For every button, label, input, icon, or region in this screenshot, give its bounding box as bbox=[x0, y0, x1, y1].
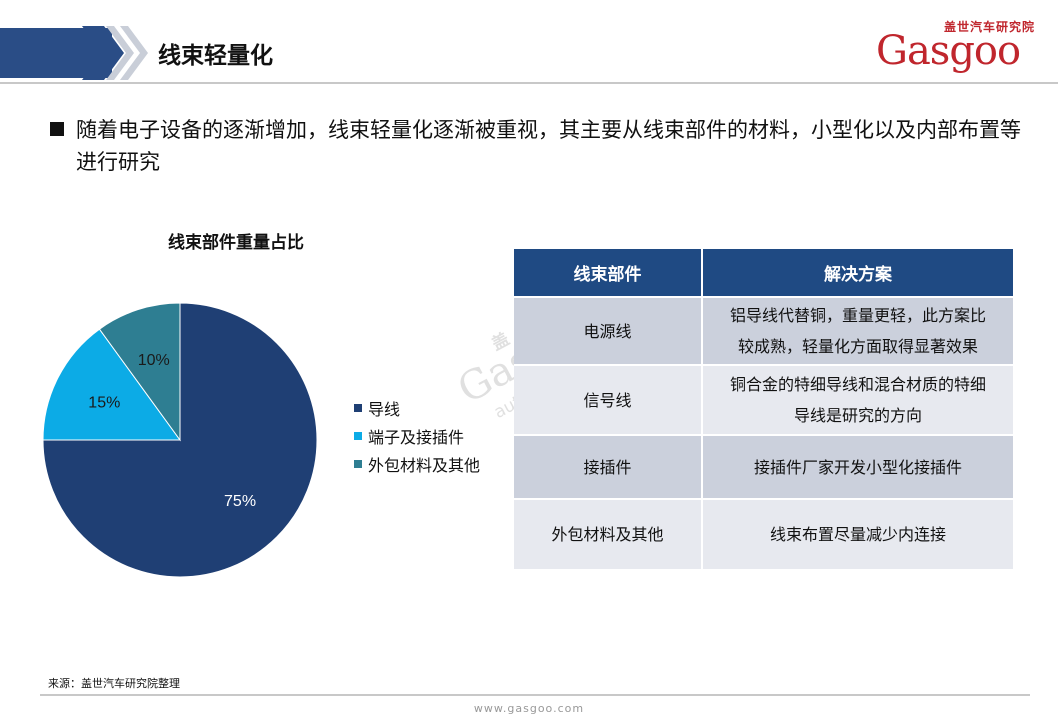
table-cell-solution: 铜合金的特细导线和混合材质的特细 导线是研究的方向 bbox=[702, 364, 1013, 435]
square-bullet-icon bbox=[50, 122, 64, 136]
pie-label-2: 10% bbox=[138, 352, 170, 369]
table-header-solution: 解决方案 bbox=[702, 249, 1013, 297]
chart-title: 线束部件重量占比 bbox=[168, 233, 304, 253]
source-note: 来源：盖世汽车研究院整理 bbox=[48, 677, 180, 690]
pie-label-0: 75% bbox=[224, 493, 256, 510]
gasgoo-logo: 盖世汽车研究院 Gasgoo bbox=[870, 18, 1045, 82]
legend-item-1: 端子及接插件 bbox=[354, 422, 480, 450]
legend-label: 端子及接插件 bbox=[368, 428, 465, 447]
table-row: 信号线 铜合金的特细导线和混合材质的特细 导线是研究的方向 bbox=[514, 364, 1013, 435]
table-header-row: 线束部件 解决方案 bbox=[514, 249, 1013, 297]
table-cell-solution: 线束布置尽量减少内连接 bbox=[702, 498, 1013, 569]
pie-slice-1 bbox=[42, 328, 181, 441]
legend-swatch bbox=[354, 404, 362, 412]
legend-label: 外包材料及其他 bbox=[368, 456, 481, 475]
title-bar: 线束轻量化 bbox=[0, 22, 1058, 84]
table-cell-solution: 铝导线代替铜，重量更轻，此方案比 较成熟，轻量化方面取得显著效果 bbox=[702, 296, 1013, 365]
solution-line: 铝导线代替铜，重量更轻，此方案比 bbox=[729, 306, 986, 325]
legend-label: 导线 bbox=[368, 400, 401, 419]
page-title: 线束轻量化 bbox=[158, 43, 273, 69]
table-cell-part: 接插件 bbox=[514, 434, 703, 499]
solution-line: 铜合金的特细导线和混合材质的特细 bbox=[729, 375, 986, 394]
footer-divider bbox=[40, 694, 1030, 696]
table-cell-part: 电源线 bbox=[514, 296, 703, 365]
pie-label-1: 15% bbox=[88, 394, 120, 411]
legend-item-2: 外包材料及其他 bbox=[354, 450, 480, 478]
table-row: 电源线 铝导线代替铜，重量更轻，此方案比 较成熟，轻量化方面取得显著效果 bbox=[514, 296, 1013, 365]
legend-swatch bbox=[354, 432, 362, 440]
legend-item-0: 导线 bbox=[354, 394, 480, 422]
footer-url: www.gasgoo.com bbox=[473, 702, 585, 715]
pie-chart: 75% 15% 10% bbox=[42, 302, 318, 578]
legend-swatch bbox=[354, 460, 362, 468]
logo-cn-text: 盖世汽车研究院 bbox=[943, 20, 1035, 34]
table-cell-solution: 接插件厂家开发小型化接插件 bbox=[702, 434, 1013, 499]
solution-line: 较成熟，轻量化方面取得显著效果 bbox=[737, 337, 978, 356]
title-divider bbox=[0, 82, 1058, 84]
solution-line: 导线是研究的方向 bbox=[793, 406, 922, 425]
solution-line: 线束布置尽量减少内连接 bbox=[769, 525, 946, 544]
pie-slice-2 bbox=[98, 302, 181, 442]
logo-wordmark: Gasgoo bbox=[876, 28, 1021, 74]
bullet-text: 随着电子设备的逐渐增加，线束轻量化逐渐被重视，其主要从线束部件的材料，小型化以及… bbox=[76, 118, 1021, 174]
pie-slice-0 bbox=[42, 302, 318, 578]
solution-line: 接插件厂家开发小型化接插件 bbox=[753, 457, 962, 477]
chevron-decoration-icon bbox=[82, 26, 148, 80]
table-header-part: 线束部件 bbox=[514, 249, 703, 297]
solutions-table: 线束部件 解决方案 电源线 铝导线代替铜，重量更轻，此方案比 较成熟，轻量化方面取得… bbox=[514, 249, 1013, 569]
table-cell-part: 外包材料及其他 bbox=[514, 498, 703, 569]
table-row: 外包材料及其他 线束布置尽量减少内连接 bbox=[514, 498, 1013, 569]
table-cell-part: 信号线 bbox=[514, 364, 703, 435]
table-row: 接插件 接插件厂家开发小型化接插件 bbox=[514, 434, 1013, 499]
chart-legend: 导线端子及接插件 外包材料及其他 bbox=[354, 394, 480, 478]
